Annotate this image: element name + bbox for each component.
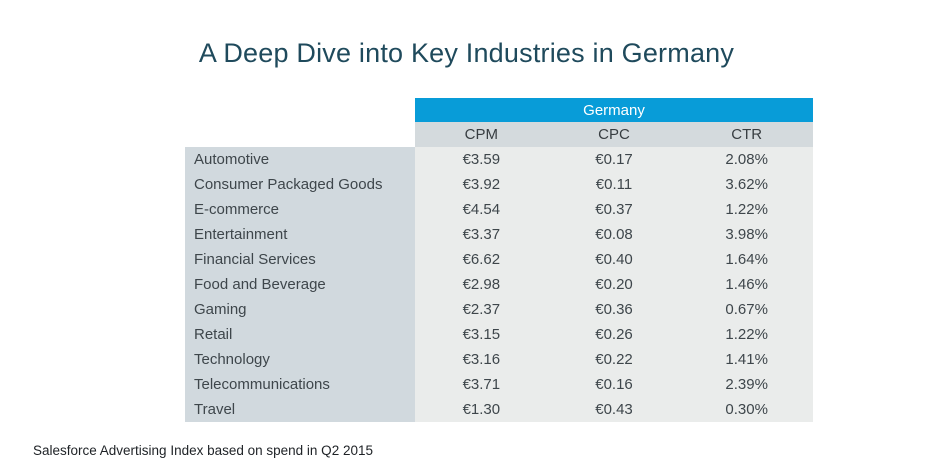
cpc-value: €0.37 xyxy=(547,197,681,222)
table-row: Retail €3.15 €0.26 1.22% xyxy=(185,322,814,347)
ctr-value: 1.46% xyxy=(680,272,814,297)
ctr-value: 3.62% xyxy=(680,172,814,197)
ctr-value: 3.98% xyxy=(680,222,814,247)
cpc-value: €0.22 xyxy=(547,347,681,372)
ctr-value: 1.41% xyxy=(680,347,814,372)
page-title: A Deep Dive into Key Industries in Germa… xyxy=(198,38,735,68)
industry-label: Entertainment xyxy=(185,222,415,247)
industry-label: Financial Services xyxy=(185,247,415,272)
column-header-cpm: CPM xyxy=(464,126,498,143)
cpm-value: €3.71 xyxy=(415,372,548,397)
table-column-headers: CPM CPC CTR xyxy=(415,122,813,147)
ctr-value: 0.67% xyxy=(680,297,814,322)
cpm-value: €6.62 xyxy=(415,247,548,272)
ctr-value: 1.64% xyxy=(680,247,814,272)
table-row: Telecommunications €3.71 €0.16 2.39% xyxy=(185,372,814,397)
column-header-cpc: CPC xyxy=(598,126,630,143)
cpm-value: €3.59 xyxy=(415,147,548,172)
cpm-value: €3.15 xyxy=(415,322,548,347)
table-row: Food and Beverage €2.98 €0.20 1.46% xyxy=(185,272,814,297)
table-row: Travel €1.30 €0.43 0.30% xyxy=(185,397,814,422)
industry-metrics-table: Germany CPM CPC CTR Automotive €3.59 €0.… xyxy=(185,98,814,422)
ctr-value: 1.22% xyxy=(680,322,814,347)
cpm-value: €2.37 xyxy=(415,297,548,322)
industry-label: Food and Beverage xyxy=(185,272,415,297)
cpm-value: €1.30 xyxy=(415,397,548,422)
cpc-value: €0.16 xyxy=(547,372,681,397)
table-row: Entertainment €3.37 €0.08 3.98% xyxy=(185,222,814,247)
source-note: Salesforce Advertising Index based on sp… xyxy=(33,443,373,458)
table-body: Automotive €3.59 €0.17 2.08% Consumer Pa… xyxy=(185,147,814,422)
ctr-value: 0.30% xyxy=(680,397,814,422)
cpc-value: €0.43 xyxy=(547,397,681,422)
industry-label: Automotive xyxy=(185,147,415,172)
industry-label: Consumer Packaged Goods xyxy=(185,172,415,197)
table-group-header-germany: Germany xyxy=(415,98,813,122)
table-row: Technology €3.16 €0.22 1.41% xyxy=(185,347,814,372)
table-row: Consumer Packaged Goods €3.92 €0.11 3.62… xyxy=(185,172,814,197)
industry-label: Travel xyxy=(185,397,415,422)
ctr-value: 2.39% xyxy=(680,372,814,397)
table-row: Automotive €3.59 €0.17 2.08% xyxy=(185,147,814,172)
cpc-value: €0.26 xyxy=(547,322,681,347)
cpm-value: €4.54 xyxy=(415,197,548,222)
column-header-ctr: CTR xyxy=(731,126,763,143)
industry-label: E-commerce xyxy=(185,197,415,222)
cpc-value: €0.17 xyxy=(547,147,681,172)
cpm-value: €3.92 xyxy=(415,172,548,197)
table-row: E-commerce €4.54 €0.37 1.22% xyxy=(185,197,814,222)
ctr-value: 1.22% xyxy=(680,197,814,222)
ctr-value: 2.08% xyxy=(680,147,814,172)
cpc-value: €0.36 xyxy=(547,297,681,322)
cpc-value: €0.40 xyxy=(547,247,681,272)
cpc-value: €0.20 xyxy=(547,272,681,297)
cpm-value: €3.16 xyxy=(415,347,548,372)
industry-label: Retail xyxy=(185,322,415,347)
cpc-value: €0.08 xyxy=(547,222,681,247)
cpm-value: €2.98 xyxy=(415,272,548,297)
table-row: Financial Services €6.62 €0.40 1.64% xyxy=(185,247,814,272)
cpc-value: €0.11 xyxy=(547,172,681,197)
cpm-value: €3.37 xyxy=(415,222,548,247)
industry-label: Telecommunications xyxy=(185,372,415,397)
industry-label: Gaming xyxy=(185,297,415,322)
table-row: Gaming €2.37 €0.36 0.67% xyxy=(185,297,814,322)
industry-label: Technology xyxy=(185,347,415,372)
